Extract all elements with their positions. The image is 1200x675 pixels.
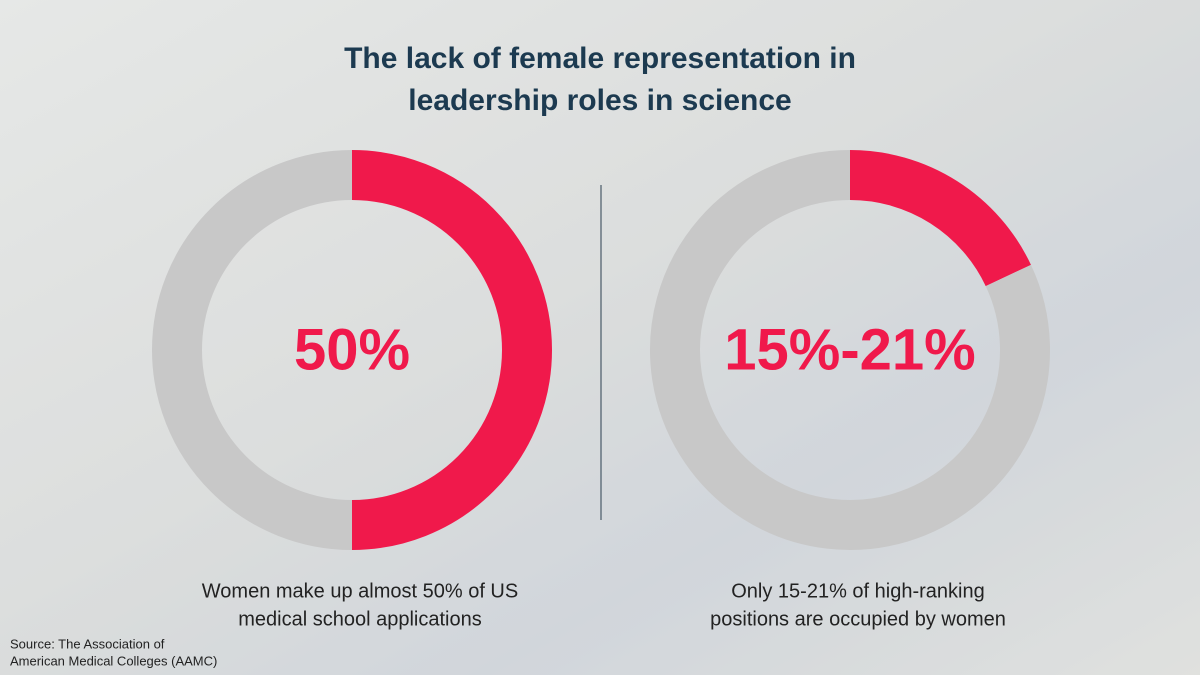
donut-segment [849,150,1031,287]
caption: medical school applications [238,608,481,630]
source: American Medical Colleges (AAMC) [10,653,217,668]
source: Source: The Association of [10,636,165,651]
center-label: 50% [294,317,410,382]
center-label: 15%-21% [724,317,975,382]
caption: Only 15-21% of high-ranking [731,580,984,602]
charts: 50% Women make up almost 50% of US medical… [152,150,1050,630]
donut-segment [152,150,353,550]
donut-segment [650,150,1050,550]
donut-segment [351,150,552,550]
caption: Women make up almost 50% of US [202,580,518,602]
caption: positions are occupied by women [710,608,1006,630]
title: leadership roles in science [408,84,792,117]
title: The lack of female representation in [344,42,856,75]
